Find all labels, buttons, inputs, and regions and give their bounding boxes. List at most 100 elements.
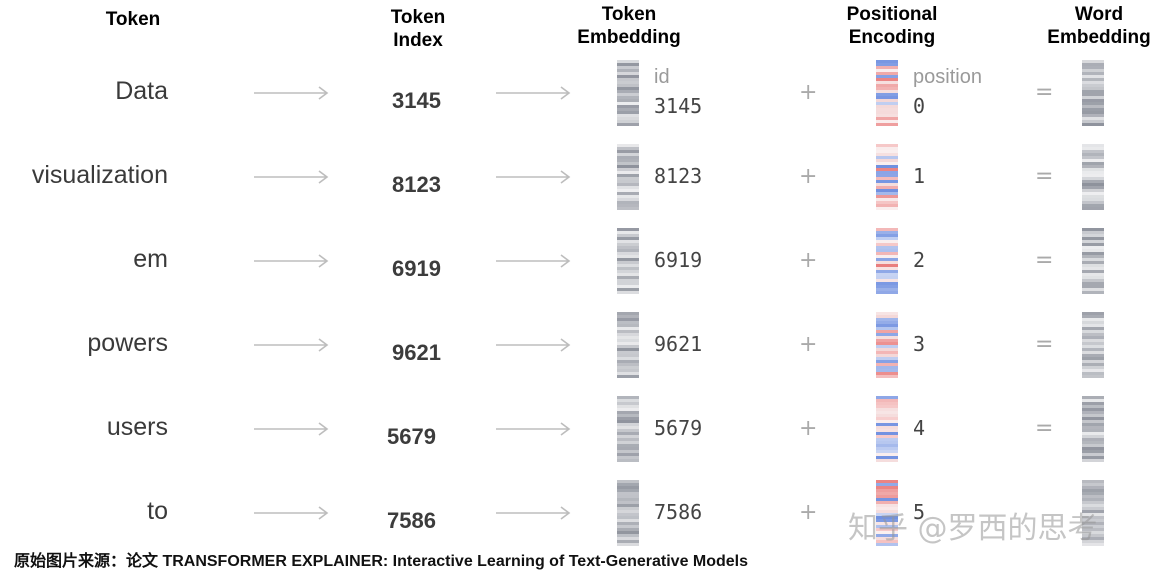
token-embedding-stripe [617, 540, 639, 543]
word-embedding-stripe [1082, 162, 1104, 165]
word-embedding-stripe [1082, 261, 1104, 264]
positional-encoding-stripe [876, 357, 898, 360]
positional-encoding-vector [876, 144, 898, 210]
word-embedding-stripe [1082, 156, 1104, 159]
token-id: 6919 [654, 248, 703, 272]
positional-encoding-stripe [876, 75, 898, 78]
word-embedding-stripe [1082, 417, 1104, 420]
token-embedding-stripe [617, 75, 639, 78]
word-embedding-stripe [1082, 153, 1104, 156]
positional-encoding-stripe [876, 165, 898, 168]
positional-encoding-vector [876, 312, 898, 378]
token-embedding-vector [617, 480, 639, 546]
positional-encoding-vector [876, 228, 898, 294]
positional-encoding-stripe [876, 411, 898, 414]
positional-encoding-stripe [876, 192, 898, 195]
positional-encoding-stripe [876, 177, 898, 180]
position-value: 1 [913, 164, 926, 188]
positional-encoding-stripe [876, 513, 898, 516]
word-embedding-vector [1082, 396, 1104, 462]
token-embedding-stripe [617, 60, 639, 63]
token-embedding-stripe [617, 522, 639, 525]
token-embedding-stripe [617, 171, 639, 174]
word-embedding-vector [1082, 60, 1104, 126]
header-token: Token [105, 9, 161, 30]
token-embedding-stripe [617, 396, 639, 399]
token-embedding-stripe [617, 318, 639, 321]
word-embedding-stripe [1082, 489, 1104, 492]
word-embedding-stripe [1082, 486, 1104, 489]
token-embedding-stripe [617, 153, 639, 156]
token-embedding-stripe [617, 525, 639, 528]
positional-encoding-stripe [876, 249, 898, 252]
positional-encoding-stripe [876, 426, 898, 429]
word-embedding-stripe [1082, 249, 1104, 252]
positional-encoding-stripe [876, 162, 898, 165]
positional-encoding-stripe [876, 444, 898, 447]
positional-encoding-stripe [876, 501, 898, 504]
token-embedding-stripe [617, 120, 639, 123]
token-embedding-vector [617, 396, 639, 462]
token-embedding-stripe [617, 243, 639, 246]
positional-encoding-stripe [876, 321, 898, 324]
positional-encoding-stripe [876, 282, 898, 285]
token-embedding-stripe [617, 372, 639, 375]
token-embedding-stripe [617, 147, 639, 150]
token-embedding-stripe [617, 537, 639, 540]
positional-encoding-stripe [876, 111, 898, 114]
arrow-icon [253, 421, 329, 437]
word-embedding-stripe [1082, 525, 1104, 528]
token-embedding-stripe [617, 258, 639, 261]
token-index: 6919 [392, 256, 441, 281]
token-embedding-stripe [617, 336, 639, 339]
token-word-wrap: em [0, 245, 168, 285]
token-id: 3145 [654, 94, 703, 118]
token-embedding-stripe [617, 144, 639, 147]
token-embedding-stripe [617, 108, 639, 111]
positional-encoding-stripe [876, 201, 898, 204]
positional-encoding-stripe [876, 543, 898, 546]
word-embedding-stripe [1082, 282, 1104, 285]
word-embedding-stripe [1082, 96, 1104, 99]
token-embedding-stripe [617, 345, 639, 348]
token-embedding-stripe [617, 174, 639, 177]
word-embedding-stripe [1082, 204, 1104, 207]
token-embedding-stripe [617, 249, 639, 252]
word-embedding-stripe [1082, 273, 1104, 276]
token-embedding-stripe [617, 429, 639, 432]
positional-encoding-stripe [876, 399, 898, 402]
word-embedding-stripe [1082, 108, 1104, 111]
word-embedding-stripe [1082, 237, 1104, 240]
token-embedding-stripe [617, 324, 639, 327]
word-embedding-vector [1082, 228, 1104, 294]
positional-encoding-stripe [876, 414, 898, 417]
word-embedding-stripe [1082, 480, 1104, 483]
word-embedding-stripe [1082, 318, 1104, 321]
word-embedding-stripe [1082, 435, 1104, 438]
token-index: 9621 [392, 340, 441, 365]
token-embedding-stripe [617, 66, 639, 69]
token-embedding-stripe [617, 528, 639, 531]
token-embedding-stripe [617, 291, 639, 294]
word-embedding-stripe [1082, 447, 1104, 450]
token-embedding-stripe [617, 231, 639, 234]
word-embedding-stripe [1082, 105, 1104, 108]
equals-sign: = [1035, 332, 1054, 357]
word-embedding-stripe [1082, 342, 1104, 345]
word-embedding-stripe [1082, 408, 1104, 411]
token-word-wrap: visualization [0, 161, 168, 201]
word-embedding-stripe [1082, 84, 1104, 87]
token-embedding-stripe [617, 288, 639, 291]
word-embedding-stripe [1082, 429, 1104, 432]
word-embedding-stripe [1082, 540, 1104, 543]
positional-encoding-stripe [876, 450, 898, 453]
token-word: users [106, 413, 168, 441]
token-embedding-stripe [617, 276, 639, 279]
positional-encoding-stripe [876, 492, 898, 495]
word-embedding-stripe [1082, 243, 1104, 246]
word-embedding-stripe [1082, 66, 1104, 69]
token-word: to [147, 497, 168, 525]
position-label: position [913, 66, 982, 88]
token-embedding-stripe [617, 342, 639, 345]
token-embedding-stripe [617, 351, 639, 354]
